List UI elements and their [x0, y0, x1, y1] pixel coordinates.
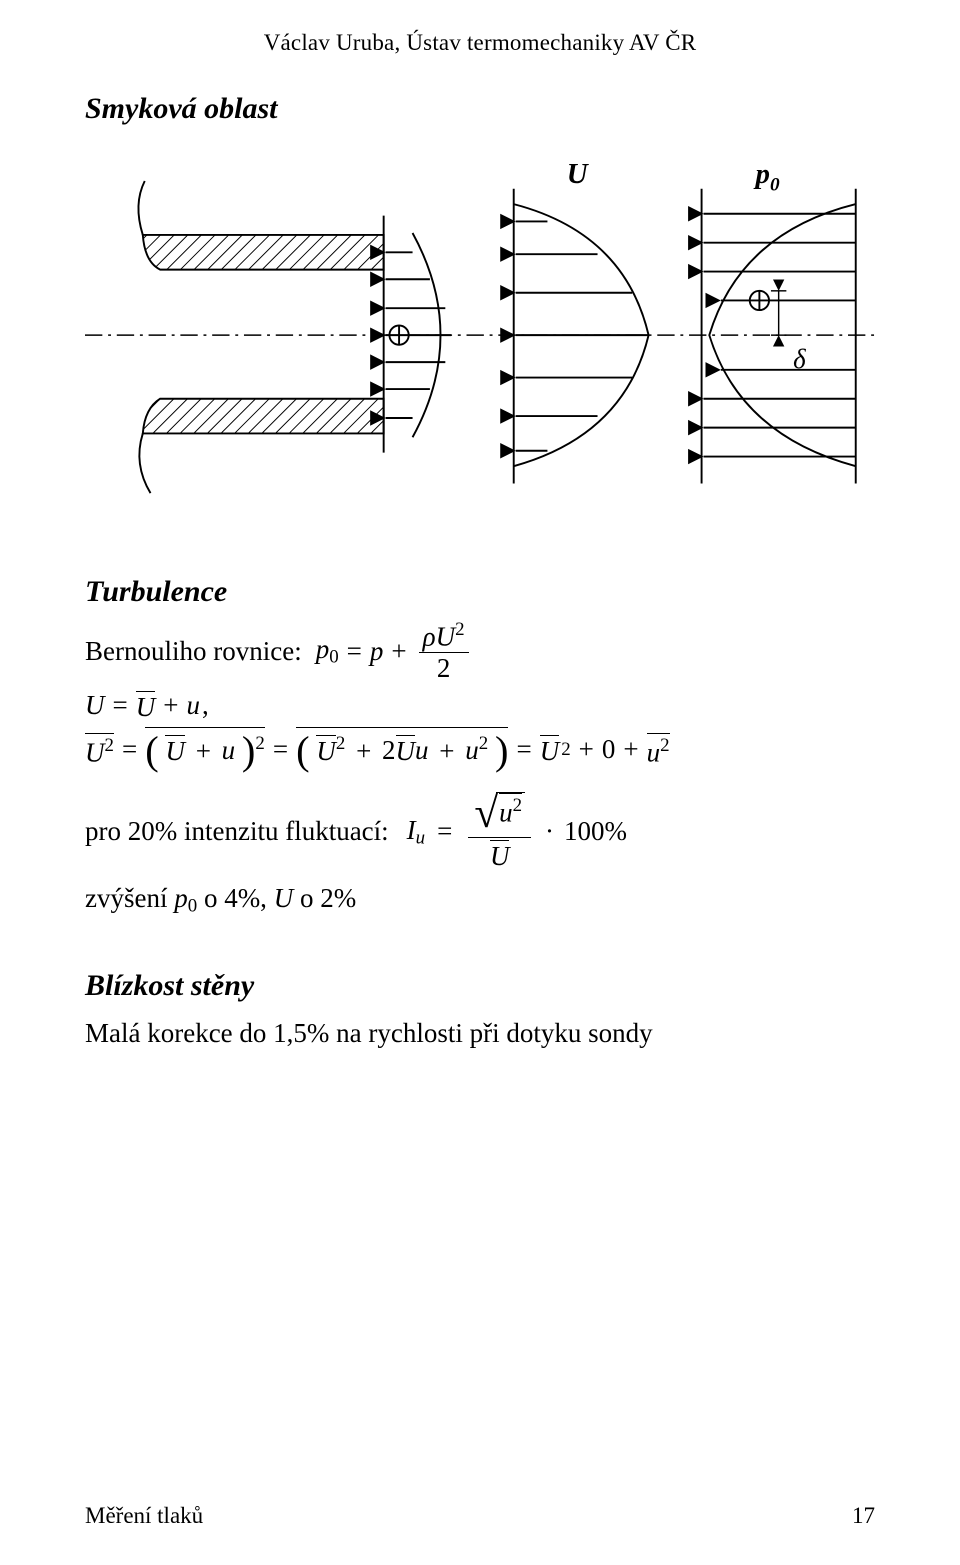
exp-eq2: =: [273, 734, 288, 765]
velocity-profile-boundary: p0 δ: [702, 158, 856, 484]
diagram-label-p0-sub: 0: [770, 175, 780, 196]
exp-grp2-Ubar2: U: [316, 735, 336, 765]
intensity-I: I: [407, 815, 416, 845]
channel-walls: [138, 181, 383, 493]
exp-lhs-sup: 2: [105, 735, 114, 756]
section-title-turbulence: Turbulence: [85, 575, 875, 609]
increase-p-sub: 0: [188, 896, 197, 917]
exp-eq3: =: [516, 734, 531, 765]
exp-lhs-U: U: [85, 737, 105, 767]
increase-U: U: [274, 883, 294, 913]
bernoulli-Usup: 2: [455, 619, 464, 640]
velocity-profile-parabolic: [386, 233, 452, 437]
decomp-U: U: [85, 690, 105, 721]
svg-text:p0: p0: [753, 158, 780, 196]
exp-grp2-plus2: +: [439, 736, 454, 766]
bernoulli-lhs: p: [316, 634, 330, 664]
bernoulli-fraction: ρU2 2: [419, 619, 469, 684]
exp-grp2-u2sup: 2: [479, 733, 488, 754]
footer-left: Měření tlaků: [85, 1503, 203, 1529]
exp-grp2-Ubar: U: [396, 735, 416, 765]
exp-rhs-plus1: +: [579, 734, 594, 765]
exp-grp1-u: u: [222, 736, 236, 766]
intensity-Isub: u: [416, 827, 425, 848]
decomp-u: u: [186, 690, 200, 721]
exp-rhs-zero: 0: [602, 734, 616, 765]
exp-grp2-two: 2: [382, 736, 396, 766]
exp-lhs: U2: [85, 733, 114, 766]
section-title-shear: Smyková oblast: [85, 92, 875, 126]
section-title-wall: Blízkost stěny: [85, 969, 875, 1003]
shear-diagram-svg: U: [85, 144, 875, 534]
decomp-eq: =: [113, 690, 128, 721]
exp-rhs-Ubarsup: 2: [561, 739, 570, 761]
bernoulli-plus: +: [391, 636, 406, 667]
decomp-Ubar: U: [136, 691, 156, 721]
intensity-num-u: u: [499, 797, 513, 827]
exp-rhs-u2sup: 2: [660, 735, 669, 756]
bernoulli-rho: ρ: [423, 621, 436, 651]
exp-grp1-plus: +: [196, 736, 211, 766]
wall-text: Malá korekce do 1,5% na rychlosti při do…: [85, 1013, 875, 1055]
exp-rhs-Ubar: U: [540, 735, 560, 765]
increase-p: p: [174, 883, 188, 913]
intensity-equation: pro 20% intenzitu fluktuací: Iu = √ u2 U…: [85, 790, 875, 874]
exp-rhs-u2: u: [647, 737, 661, 767]
increase-pre: zvýšení: [85, 883, 174, 913]
page-footer: Měření tlaků 17: [85, 1503, 875, 1529]
intensity-fraction: √ u2 U: [468, 790, 531, 874]
exp-grp2-u: u: [415, 736, 429, 766]
bernoulli-rhs-p: p: [370, 636, 384, 667]
decomp-comma: ,: [202, 690, 209, 721]
exp-grp2-u2: u: [465, 736, 479, 766]
bernoulli-U: U: [436, 621, 456, 651]
exp-grp1: ( U + u )2: [145, 727, 265, 772]
diagram-label-U: U: [567, 158, 590, 190]
exp-rhs-plus2: +: [623, 734, 638, 765]
decomp-plus: +: [163, 690, 178, 721]
increase-post: o 2%: [293, 883, 356, 913]
intensity-label: pro 20% intenzitu fluktuací:: [85, 816, 389, 847]
bernoulli-label: Bernouliho rovnice:: [85, 636, 302, 667]
exp-rhs-u2bar-wrap: u2: [647, 733, 670, 766]
intensity-hundred: 100%: [564, 816, 627, 847]
bernoulli-lhs-sub: 0: [329, 647, 338, 668]
shear-diagram: U: [85, 144, 875, 539]
exp-grp2-Ubar2sup: 2: [336, 733, 345, 754]
exp-grp1-sup: 2: [255, 733, 264, 754]
exp-grp2: ( U2 + 2Uu + u2 ): [296, 727, 508, 772]
increase-line: zvýšení p0 o 4%, U o 2%: [85, 878, 875, 921]
exp-eq1: =: [122, 734, 137, 765]
intensity-times: ·: [545, 816, 554, 847]
bernoulli-den: 2: [419, 652, 469, 684]
intensity-num-sup: 2: [513, 795, 522, 816]
velocity-profile-shear: U: [514, 158, 649, 484]
bernoulli-equation: Bernouliho rovnice: p0 = p + ρU2 2: [85, 619, 875, 684]
exp-grp1-Ubar: U: [165, 735, 185, 765]
page: Václav Uruba, Ústav termomechaniky AV ČR…: [0, 0, 960, 1565]
expansion-equation: U2 = ( U + u )2 = ( U2 + 2Uu + u2 ) = U2…: [85, 727, 875, 772]
intensity-den-Ubar: U: [490, 840, 510, 870]
footer-page-number: 17: [852, 1503, 875, 1529]
increase-mid: o 4%,: [197, 883, 274, 913]
intensity-eq: =: [437, 816, 452, 847]
diagram-label-p0: p: [753, 158, 770, 190]
page-header: Václav Uruba, Ústav termomechaniky AV ČR: [85, 30, 875, 56]
decomposition-equation: U = U + u ,: [85, 690, 875, 721]
diagram-label-delta: δ: [793, 344, 806, 374]
exp-grp2-plus1: +: [356, 736, 371, 766]
